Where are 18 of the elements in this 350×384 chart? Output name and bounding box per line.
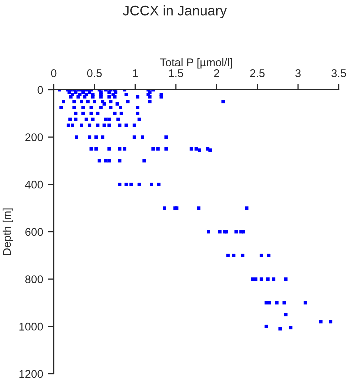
y-tick-label: 1000	[20, 322, 44, 331]
x-tick-label: 0	[51, 70, 57, 78]
chart-title: JCCX in January	[123, 6, 228, 18]
y-tick-label: 800	[26, 276, 44, 284]
x-tick-label: 3.5	[332, 70, 346, 78]
y-tick-label: 200	[26, 134, 44, 142]
x-tick-label: 1.5	[169, 70, 184, 78]
x-axis-title: Total P [µmol/l]	[160, 58, 232, 69]
y-tick-label: 0	[38, 86, 44, 94]
y-tick-label: 600	[26, 228, 44, 236]
y-tick-label: 400	[25, 180, 44, 189]
y-axis-title: Depth [m]	[2, 208, 14, 256]
x-tick-label: 2.5	[250, 70, 265, 78]
x-tick-label: 1	[133, 70, 138, 78]
x-tick-label: 3	[296, 70, 301, 78]
x-tick-label: 2	[214, 70, 220, 78]
y-tick-label: 1200	[20, 370, 44, 378]
x-tick-label: 0.5	[87, 70, 102, 78]
